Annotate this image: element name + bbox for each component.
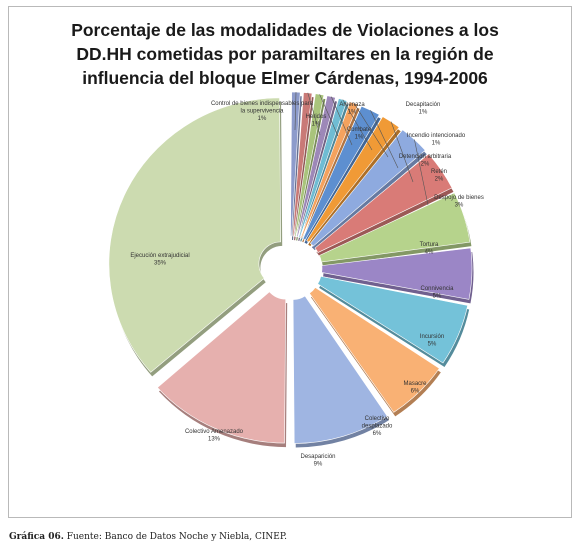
slice-connivencia-label: Connivencia 5% xyxy=(420,286,454,300)
slice-control-de-bienes-indispensables-para-la-supervivencia-percent: 1% xyxy=(258,116,267,122)
slice-incendio-intencionado-percent: 1% xyxy=(432,141,441,147)
slice-detencion-arbitraria xyxy=(302,105,380,241)
slice-despojo-de-bienes-label: Despojo de bienes 3% xyxy=(434,195,484,209)
slice-colectivo-amenazado-percent: 13% xyxy=(208,437,221,443)
chart-title-line-3: influencia del bloque Elmer Cárdenas, 19… xyxy=(82,68,488,88)
slice-masacre-name: Masacre xyxy=(403,381,427,387)
slice-incursion-percent: 5% xyxy=(428,342,437,348)
slice-connivencia-name: Connivencia xyxy=(420,286,454,292)
slice-amenaza xyxy=(294,93,325,237)
slice-control-de-bienes-indispensables-para-la-supervivencia-label: Control de bienes indispensables para la … xyxy=(211,101,314,122)
slice-colectivo-desplazado xyxy=(309,287,440,413)
slice-colectivo-amenazado-name: Colectivo Amenazado xyxy=(185,429,244,435)
slice-decapitacion-percent: 1% xyxy=(419,110,428,116)
slice-heridos-name: Heridos xyxy=(306,114,327,120)
caption-label: Gráfica 06. xyxy=(9,532,64,542)
slice-ejecucion-extrajudicial-label: Ejecución extrajudicial 35% xyxy=(130,253,189,267)
slice-detencion-arbitraria-percent: 2% xyxy=(421,162,430,168)
pie-slices xyxy=(108,91,474,448)
slice-connivencia-percent: 5% xyxy=(433,294,442,300)
slice-control-de-bienes-indispensables-para-la-supervivencia xyxy=(290,91,301,237)
slice-colectivo-amenazado xyxy=(157,291,287,444)
slice-incursion-name: Incursión xyxy=(420,334,444,340)
chart-title-line-1: Porcentaje de las modalidades de Violaci… xyxy=(71,20,499,40)
slice-heridos-label: Heridos 1% xyxy=(306,114,327,128)
chart-frame xyxy=(8,6,572,518)
leader-lines xyxy=(294,92,429,206)
slice-colectivo-desplazado-name: Colectivo xyxy=(365,416,390,422)
slice-combate-leader-line xyxy=(331,96,353,146)
slice-despojo-de-bienes-name: Despojo de bienes xyxy=(434,195,484,201)
slice-incendio-intencionado-label: Incendio intencionado 1% xyxy=(407,133,466,147)
slice-ejecucion-extrajudicial xyxy=(108,97,282,373)
slice-reten-label: Retén 2% xyxy=(431,169,447,183)
slice-reten-name: Retén xyxy=(431,169,447,175)
slice-connivencia xyxy=(318,192,471,263)
slice-colectivo-amenazado-label: Colectivo Amenazado 13% xyxy=(185,429,244,443)
slice-ejecucion-extrajudicial-percent: 35% xyxy=(154,261,167,267)
slice-amenaza-leader-line xyxy=(319,94,339,137)
slice-reten-leader-line xyxy=(390,121,414,183)
slice-combate-label: Combate 1% xyxy=(347,127,372,141)
slice-despojo-de-bienes-leader-line xyxy=(414,139,429,206)
slice-masacre-percent: 6% xyxy=(411,389,420,395)
slice-detencion-arbitraria-leader-line xyxy=(370,110,399,169)
slice-tortura-percent: 4% xyxy=(425,250,434,256)
slice-masacre xyxy=(317,275,469,364)
slice-decapitacion-name: Decapitación xyxy=(406,102,441,108)
slice-incendio-intencionado-leader-line xyxy=(353,103,389,158)
caption-text: Fuente: Banco de Datos Noche y Niebla, C… xyxy=(63,532,287,542)
slice-reten xyxy=(306,116,400,243)
slice-decapitacion-leader-line xyxy=(342,99,373,151)
slice-detencion-arbitraria-label: Detención arbitraria 2% xyxy=(399,154,452,168)
slice-amenaza-name: Amenaza xyxy=(339,102,365,108)
chart-title-line-2: DD.HH cometidas por paramiltares en la r… xyxy=(76,44,494,64)
slice-colectivo-desplazado-name: desplazado xyxy=(362,424,393,430)
slice-ejecucion-extrajudicial-name: Ejecución extrajudicial xyxy=(130,253,189,259)
slice-control-de-bienes-indispensables-para-la-supervivencia-name: Control de bienes indispensables para xyxy=(211,101,314,107)
slice-control-de-bienes-indispensables-para-la-supervivencia-name: la supervivencia xyxy=(240,109,284,115)
slice-reten-percent: 2% xyxy=(435,177,444,183)
slice-incendio-intencionado-name: Incendio intencionado xyxy=(407,133,466,139)
slice-combate-percent: 1% xyxy=(355,135,364,141)
slice-incursion-label: Incursión 5% xyxy=(420,334,444,348)
slice-desaparicion-percent: 9% xyxy=(314,462,323,468)
slice-combate-name: Combate xyxy=(347,127,372,133)
slice-heridos xyxy=(292,92,313,237)
slice-masacre-label: Masacre 6% xyxy=(403,381,427,395)
slice-control-de-bienes-indispensables-para-la-supervivencia-leader-line xyxy=(294,92,297,131)
slice-desaparicion xyxy=(292,295,388,444)
slice-tortura-label: Tortura 4% xyxy=(420,242,439,256)
slice-incursion xyxy=(321,247,473,300)
slice-detencion-arbitraria-name: Detención arbitraria xyxy=(399,154,452,160)
slice-decapitacion-label: Decapitación 1% xyxy=(406,102,441,116)
figure-caption: Gráfica 06. Fuente: Banco de Datos Noche… xyxy=(9,532,287,542)
chart-title: Porcentaje de las modalidades de Violaci… xyxy=(48,18,522,90)
slice-combate xyxy=(296,95,336,238)
slice-tortura-name: Tortura xyxy=(420,242,439,248)
slice-heridos-side xyxy=(294,96,314,241)
slice-colectivo-desplazado-label: Colectivo desplazado 6% xyxy=(362,416,393,437)
slice-despojo-de-bienes xyxy=(309,129,426,247)
slice-colectivo-desplazado-percent: 6% xyxy=(373,431,382,437)
slice-decapitacion xyxy=(298,98,348,238)
slice-heridos-percent: 1% xyxy=(312,122,321,128)
slice-incendio-intencionado xyxy=(300,101,359,239)
slice-tortura xyxy=(314,153,453,253)
slice-desaparicion-name: Desaparición xyxy=(300,454,335,460)
slice-amenaza-label: Amenaza 1% xyxy=(339,102,365,116)
slice-despojo-de-bienes-percent: 3% xyxy=(455,203,464,209)
slice-amenaza-percent: 1% xyxy=(348,110,357,116)
slice-labels: Control de bienes indispensables para la … xyxy=(130,101,484,468)
slice-desaparicion-label: Desaparición 9% xyxy=(300,454,335,468)
slice-heridos-leader-line xyxy=(307,92,321,136)
